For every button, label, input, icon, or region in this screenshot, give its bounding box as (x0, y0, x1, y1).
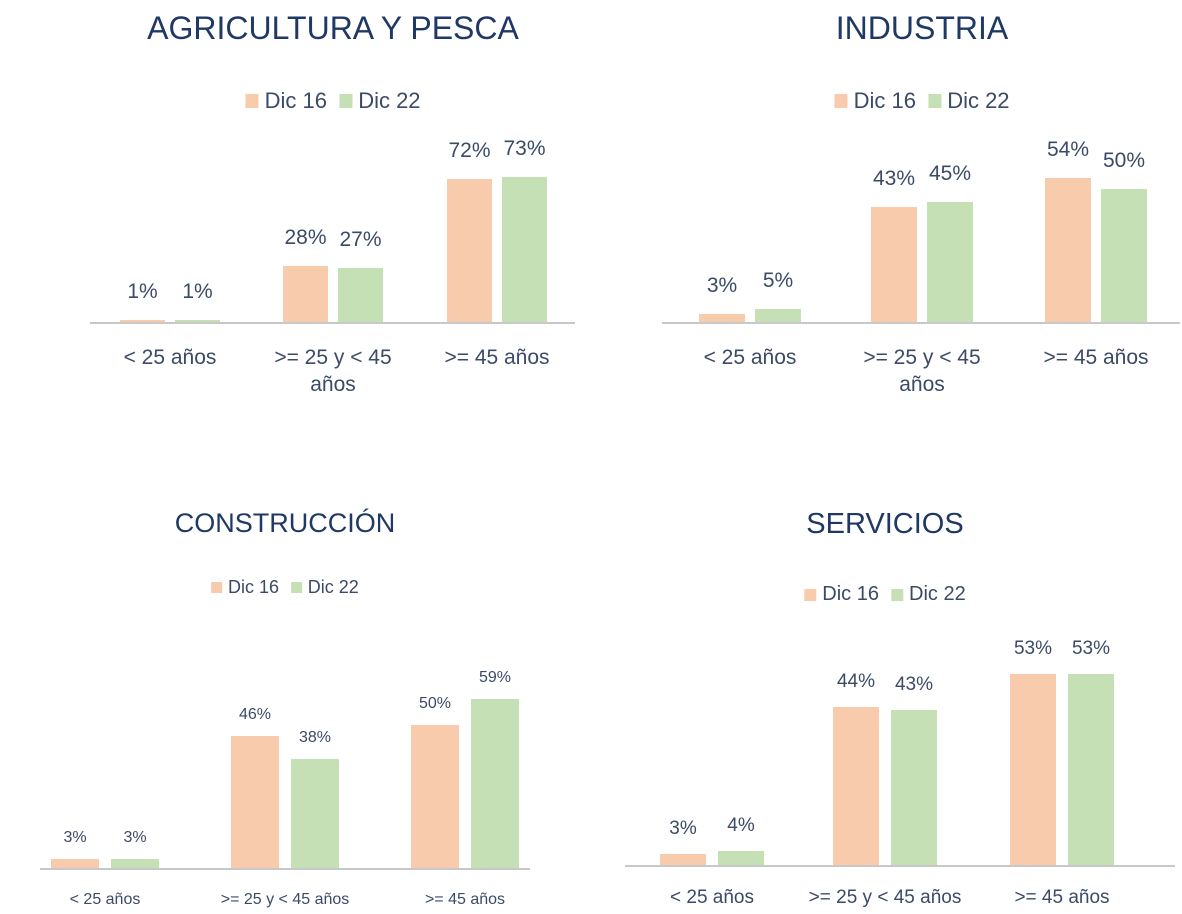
legend-swatch (928, 94, 942, 108)
data-label: 45% (928, 161, 972, 185)
bar (283, 266, 328, 322)
data-label: 43% (872, 167, 916, 191)
legend-swatch (291, 582, 302, 593)
bar (1010, 674, 1056, 865)
bar (175, 320, 220, 322)
data-label: 50% (1102, 148, 1146, 172)
x-tick-label: >= 25 y < 45 años (863, 346, 981, 397)
data-label: 73% (503, 136, 546, 160)
bar (51, 859, 99, 868)
data-label: 53% (1071, 638, 1111, 660)
chart-title: CONSTRUCCIÓN (174, 508, 396, 538)
bar (120, 320, 165, 322)
data-label: 3% (669, 818, 697, 840)
x-tick-label: >= 45 años (1014, 887, 1110, 908)
legend-label: Dic 16 (264, 88, 327, 113)
legend: Dic 16 Dic 22 (804, 583, 966, 606)
bar (833, 706, 879, 865)
legend-label: Dic 22 (358, 88, 421, 113)
bar (291, 759, 339, 868)
bar (1068, 674, 1114, 865)
baseline (40, 868, 530, 870)
legend-swatch (804, 588, 817, 601)
data-label: 27% (339, 228, 382, 252)
legend: Dic 16 Dic 22 (211, 577, 359, 598)
bar (1045, 177, 1091, 322)
x-tick-label: >= 45 años (1043, 346, 1149, 369)
bar (927, 201, 973, 322)
data-label: 3% (123, 829, 147, 847)
legend: Dic 16 Dic 22 (245, 88, 421, 114)
bar (891, 710, 937, 865)
data-label: 4% (727, 814, 755, 836)
data-label: 50% (418, 694, 452, 712)
bar (411, 725, 459, 868)
x-tick-label: >= 25 y < 45 años (808, 887, 962, 908)
data-label: 44% (836, 670, 876, 692)
data-label: 5% (762, 268, 794, 292)
chart-title: AGRICULTURA Y PESCA (147, 10, 519, 46)
legend-label: Dic 22 (947, 88, 1010, 113)
baseline (625, 865, 1175, 867)
chart-title: INDUSTRIA (835, 10, 1009, 46)
x-tick-label: < 25 años (670, 887, 754, 908)
bar (1101, 188, 1147, 322)
bar (699, 313, 745, 322)
bar (502, 176, 547, 322)
bar (660, 854, 706, 865)
baseline (662, 322, 1180, 324)
bar (755, 308, 801, 322)
data-label: 54% (1046, 137, 1090, 161)
bar (471, 699, 519, 868)
legend-swatch (245, 94, 259, 108)
chart-title: SERVICIOS (806, 508, 964, 540)
data-label: 53% (1013, 638, 1053, 660)
legend-label: Dic 22 (307, 577, 359, 597)
legend-label: Dic 16 (822, 583, 879, 605)
data-label: 72% (448, 138, 491, 162)
legend: Dic 16 Dic 22 (834, 88, 1010, 114)
data-label: 3% (63, 829, 87, 847)
bar (231, 736, 279, 868)
legend-swatch (891, 588, 903, 601)
x-tick-label: < 25 años (69, 891, 141, 908)
bar (338, 268, 383, 322)
baseline (90, 322, 575, 324)
x-tick-label: >= 45 años (424, 891, 506, 908)
bar (111, 859, 159, 868)
data-label: 59% (478, 668, 512, 686)
data-label: 46% (238, 706, 272, 724)
data-label: 1% (127, 280, 158, 304)
data-label: 1% (182, 280, 213, 304)
data-label: 43% (894, 674, 934, 696)
data-label: 3% (706, 274, 738, 298)
data-label: 38% (298, 728, 332, 746)
legend-label: Dic 22 (909, 583, 966, 605)
legend-swatch (211, 582, 222, 593)
data-label: 28% (284, 226, 327, 250)
legend-label: Dic 16 (853, 88, 916, 113)
x-tick-label: < 25 años (703, 346, 797, 369)
x-tick-label: >= 25 y < 45 años (220, 891, 350, 908)
bar (447, 178, 492, 322)
legend-swatch (339, 94, 353, 108)
bar (718, 850, 764, 865)
x-tick-label: >= 45 años (444, 346, 550, 369)
bar (871, 207, 917, 322)
legend-label: Dic 16 (227, 577, 279, 597)
x-tick-label: >= 25 y < 45 años (274, 346, 392, 397)
x-tick-label: < 25 años (123, 346, 217, 369)
legend-swatch (834, 94, 848, 108)
